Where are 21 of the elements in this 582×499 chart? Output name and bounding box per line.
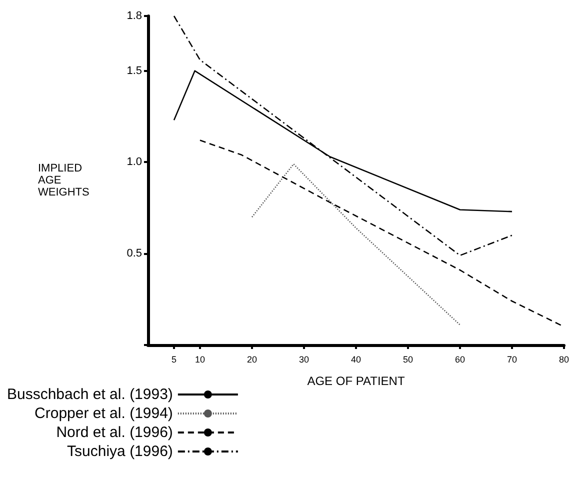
legend-label: Cropper et al. (1994)	[34, 405, 173, 422]
x-tick-label: 10	[194, 354, 206, 364]
legend-label: Busschbach et al. (1993)	[6, 386, 173, 403]
x-tick-label: 30	[298, 354, 310, 364]
y-tick-label: 1.0	[126, 156, 142, 168]
x-tick-label: 80	[558, 354, 570, 364]
x-tick-label: 70	[506, 354, 518, 364]
x-tick-label: 50	[402, 354, 414, 364]
x-axis-title: AGE OF PATIENT	[307, 374, 406, 388]
y-axis-title: IMPLIED AGE WEIGHTS	[38, 162, 90, 198]
x-tick-label: 20	[246, 354, 258, 364]
y-tick-label: 1.5	[126, 64, 142, 77]
line-series	[173, 15, 513, 256]
x-tick-label: 5	[171, 354, 177, 364]
y-tick-label: 0.5	[126, 248, 142, 260]
y-tick-label: 1.8	[126, 10, 142, 22]
x-tick-label: 40	[350, 354, 362, 364]
legend-label: Nord et al. (1996)	[56, 424, 173, 441]
line-series	[251, 163, 461, 326]
x-tick-label: 60	[454, 354, 466, 364]
legend-label: Tsuchiya (1996)	[67, 443, 173, 460]
